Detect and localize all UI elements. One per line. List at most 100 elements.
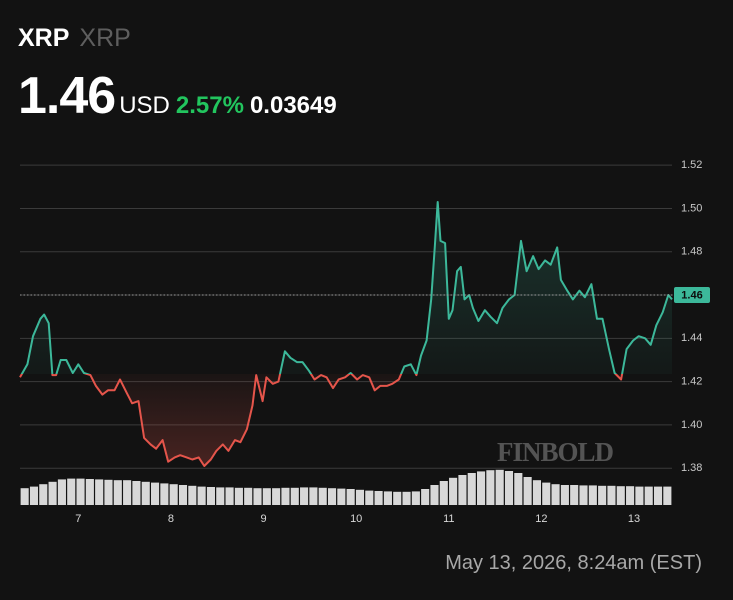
volume-bar [20, 488, 29, 505]
volume-bar [635, 486, 644, 505]
x-tick-label: 7 [75, 513, 81, 525]
x-tick-label: 12 [535, 513, 547, 525]
x-tick-label: 11 [443, 513, 454, 525]
symbol: XRP [18, 24, 70, 52]
volume-bar [76, 478, 85, 505]
volume-bar [57, 479, 66, 505]
volume-bar [607, 485, 616, 505]
price-line [19, 201, 673, 467]
volume-bar [160, 483, 169, 505]
volume-bar [421, 489, 430, 505]
volume-bar [95, 479, 104, 505]
y-tick-label: 1.44 [681, 332, 702, 344]
volume-bar [542, 482, 551, 505]
volume-bar [579, 485, 588, 505]
volume-bar [514, 473, 523, 505]
volume-bar [197, 486, 206, 505]
volume-bar [644, 486, 653, 505]
volume-bar [355, 489, 365, 505]
x-tick-label: 8 [168, 513, 174, 525]
volume-bar [430, 485, 439, 505]
volume-bar [365, 490, 374, 505]
volume-bar [439, 481, 448, 505]
change: 0.03649 [249, 92, 337, 119]
currency: USD [119, 92, 170, 119]
volume-bar [523, 477, 532, 505]
volume-bar [253, 488, 262, 505]
volume-bar [141, 481, 150, 505]
y-tick-label: 1.50 [681, 202, 702, 214]
asset-name: XRP [79, 24, 131, 52]
volume-bar [346, 489, 355, 505]
volume-bar [327, 488, 337, 505]
volume-bar [616, 486, 625, 505]
y-tick-label: 1.38 [681, 462, 702, 474]
volume-bar [113, 480, 122, 505]
volume-bar [272, 488, 281, 505]
x-tick-label: 13 [628, 513, 640, 525]
current-price-label: 1.46 [681, 289, 702, 301]
volume-bar [402, 491, 411, 505]
volume-bar [663, 486, 672, 505]
volume-bar [29, 486, 39, 505]
volume-bar [532, 480, 541, 505]
watermark: FINBOLD [497, 437, 614, 467]
chart: FINBOLD 1.38 1.40 1.42 1.44 1.46 1.48 1.50 1.52… [19, 159, 710, 525]
x-tick-label: 9 [261, 513, 267, 525]
volume-bar [151, 482, 160, 505]
price: 1.46 [18, 67, 116, 125]
volume-bar [216, 487, 225, 505]
volume-bar [67, 478, 76, 505]
volume-bar [132, 481, 141, 505]
volume-bar [495, 469, 504, 505]
volume-bar [206, 487, 215, 505]
y-tick-label: 1.42 [681, 376, 702, 388]
volume-bar [504, 471, 514, 505]
y-tick-label: 1.52 [681, 159, 702, 171]
volume-bar [486, 470, 495, 505]
volume-bar [449, 477, 458, 505]
x-tick-label: 10 [350, 513, 362, 525]
volume-bar [411, 491, 420, 505]
volume-bar [309, 487, 318, 505]
current-price-tag [674, 287, 710, 304]
volume-bar [383, 491, 392, 505]
volume-bar [570, 485, 579, 505]
volume-bar [300, 487, 309, 505]
volume-bar [626, 486, 635, 505]
volume-bar [458, 475, 467, 505]
volume-bar [477, 471, 486, 505]
volume-bar [374, 491, 383, 505]
volume-bar [551, 484, 560, 505]
volume-bar [178, 485, 188, 505]
volume-bar [48, 481, 57, 505]
change-percent: 2.57% [175, 92, 244, 119]
y-tick-label: 1.48 [681, 246, 702, 258]
volume-bar [169, 484, 178, 505]
volume-bar [598, 485, 607, 505]
volume-bar [588, 485, 597, 505]
price-row: 1.46 USD 2.57% 0.03649 [18, 66, 337, 126]
volume-bar [318, 487, 327, 505]
area-fill [20, 202, 672, 466]
volume-bar [281, 487, 290, 505]
volume-bar [234, 487, 243, 505]
volume-bar [560, 485, 569, 505]
ticker-row: XRP XRP [18, 24, 131, 53]
volume-bar [104, 479, 113, 505]
volume-bar [393, 491, 402, 505]
volume-bar [244, 487, 253, 505]
volume-bar [123, 480, 132, 505]
volume-bar [188, 485, 197, 505]
volume-bar [39, 484, 48, 505]
volume-bar [337, 488, 346, 505]
volume-bar [85, 479, 94, 505]
volume-bar [290, 487, 299, 505]
volume-bar [225, 487, 234, 505]
volume-bar [262, 488, 271, 505]
volume-bar [653, 486, 663, 505]
y-tick-label: 1.40 [681, 419, 702, 431]
volume-bar [467, 473, 476, 505]
timestamp: May 13, 2026, 8:24am (EST) [445, 552, 702, 574]
